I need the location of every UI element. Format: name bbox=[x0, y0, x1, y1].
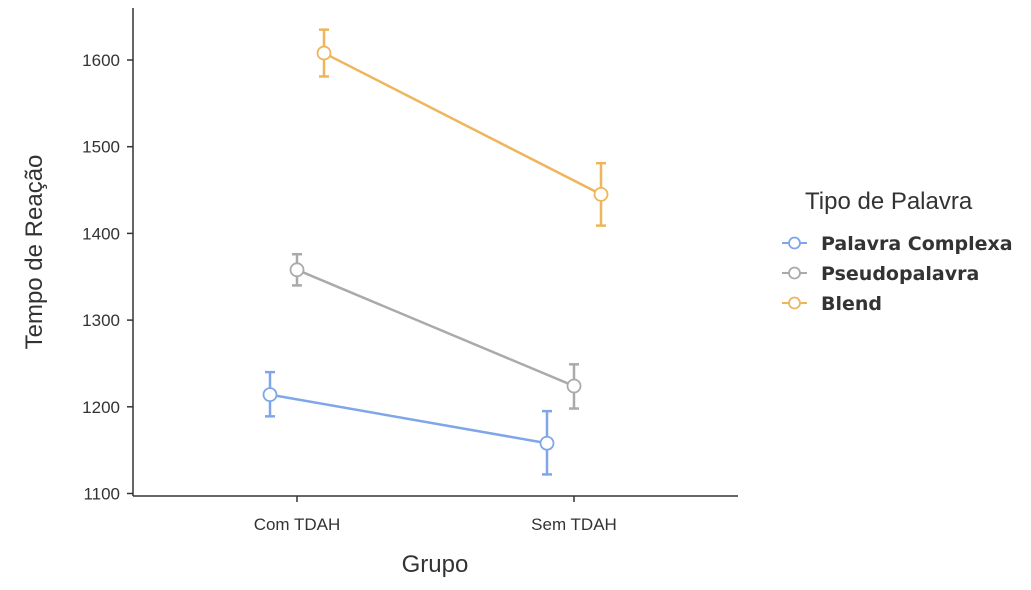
data-point bbox=[539, 435, 555, 451]
data-point bbox=[593, 186, 609, 202]
legend-marker bbox=[788, 236, 801, 250]
series-line bbox=[269, 393, 548, 445]
y-tick-label: 1200 bbox=[82, 398, 120, 417]
y-tick-label: 1600 bbox=[82, 51, 120, 70]
data-point bbox=[316, 45, 332, 61]
legend-item: Pseudopalavra bbox=[782, 263, 979, 285]
legend-marker bbox=[788, 266, 801, 280]
legend-label: Palavra Complexa bbox=[821, 233, 1013, 255]
series-pseudopalavra bbox=[289, 252, 582, 410]
legend-marker bbox=[788, 296, 801, 310]
legend-label: Pseudopalavra bbox=[821, 263, 979, 285]
data-point bbox=[289, 262, 305, 278]
legend-label: Blend bbox=[821, 293, 882, 315]
data-point bbox=[262, 387, 278, 403]
legend-title: Tipo de Palavra bbox=[805, 188, 973, 215]
x-tick-label: Com TDAH bbox=[254, 515, 341, 534]
y-axis-title: Tempo de Reação bbox=[21, 155, 48, 350]
data-point bbox=[566, 378, 582, 394]
y-tick-label: 1100 bbox=[83, 485, 120, 504]
y-tick-label: 1400 bbox=[82, 224, 120, 243]
x-ticks: Com TDAH Sem TDAH bbox=[254, 496, 617, 534]
series-layer bbox=[262, 28, 609, 476]
legend: Tipo de Palavra Palavra Complexa Pseudopa… bbox=[782, 188, 1013, 315]
legend-item: Blend bbox=[782, 293, 882, 315]
y-tick-label: 1300 bbox=[82, 311, 120, 330]
series-line bbox=[296, 268, 575, 388]
y-tick-label: 1500 bbox=[82, 138, 120, 157]
legend-items: Palavra Complexa Pseudopalavra Blend bbox=[782, 233, 1013, 315]
series-palavra-complexa bbox=[262, 370, 555, 476]
series-blend bbox=[316, 28, 609, 227]
x-tick-label: Sem TDAH bbox=[531, 515, 617, 534]
x-axis-title: Grupo bbox=[402, 551, 469, 578]
y-ticks: 1100 1200 1300 1400 1500 1600 bbox=[82, 51, 133, 504]
legend-item: Palavra Complexa bbox=[782, 233, 1013, 255]
series-line bbox=[323, 51, 602, 196]
